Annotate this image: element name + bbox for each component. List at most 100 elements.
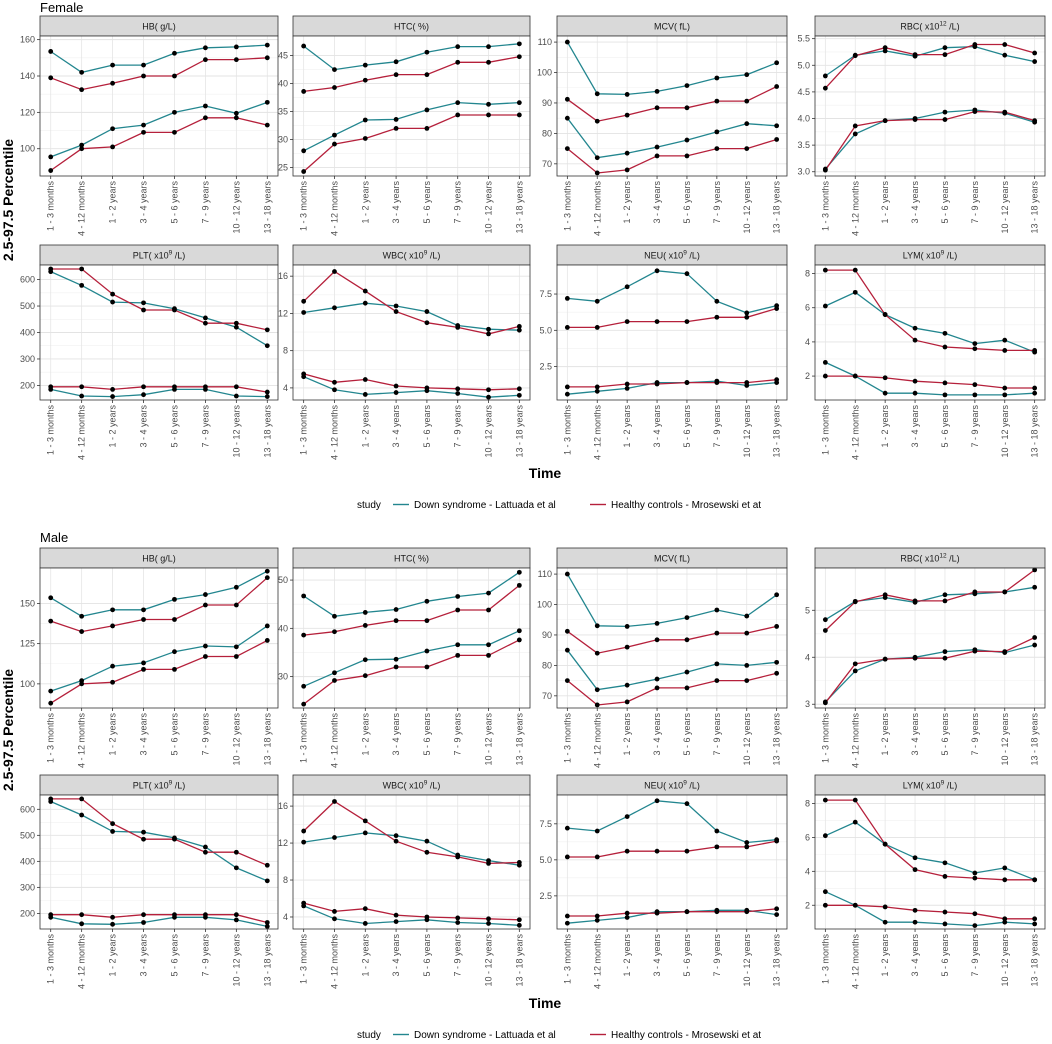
x-tick-label: 3 - 4 years: [139, 181, 149, 224]
x-tick-label: 13 - 18 years: [262, 405, 272, 458]
y-tick-label: 100: [20, 679, 35, 689]
x-tick-label: 13 - 18 years: [1030, 181, 1040, 234]
data-point: [362, 623, 368, 628]
data-point: [684, 685, 690, 691]
data-point: [594, 687, 600, 693]
data-point: [233, 602, 239, 608]
x-tick-label: 10 - 12 years: [231, 405, 241, 458]
x-tick-label: 5 - 6 years: [169, 181, 179, 224]
x-tick-label: 7 - 9 years: [712, 405, 722, 448]
data-point: [912, 325, 918, 331]
x-tick-label: 1 - 3 months: [299, 405, 309, 456]
data-point: [1032, 118, 1038, 124]
x-tick-label: 5 - 6 years: [940, 713, 950, 756]
data-point: [362, 657, 368, 663]
data-point: [79, 796, 85, 802]
x-tick-label: 7 - 9 years: [453, 713, 463, 756]
data-point: [110, 387, 115, 392]
data-point: [912, 52, 918, 58]
data-point: [141, 129, 146, 135]
data-point: [516, 100, 522, 106]
x-tick-label: 13 - 18 years: [772, 934, 782, 987]
data-point: [714, 380, 720, 385]
data-point: [424, 648, 430, 654]
x-tick-label: 10 - 12 years: [742, 181, 752, 234]
data-point: [264, 575, 270, 581]
data-point: [393, 912, 399, 918]
x-tick-label: 4 - 12 months: [329, 934, 339, 990]
data-point: [233, 654, 239, 659]
data-point: [1032, 385, 1038, 391]
y-tick-label: 12: [278, 308, 288, 318]
x-tick-label: 10 - 12 years: [484, 934, 494, 987]
data-point: [714, 844, 720, 850]
data-point: [654, 848, 660, 854]
y-tick-label: 140: [20, 71, 35, 81]
data-point: [972, 109, 978, 114]
data-point: [1032, 390, 1038, 396]
data-point: [714, 828, 720, 834]
series-line-lower: [825, 904, 1035, 920]
data-point: [822, 700, 828, 706]
x-tick-label: 5 - 6 years: [422, 713, 432, 756]
x-tick-label: 5 - 6 years: [940, 405, 950, 448]
data-point: [455, 324, 461, 330]
data-point: [654, 319, 660, 325]
data-point: [882, 390, 888, 396]
panel-rbc: RBC( x1012 /L) 3.0 3.5 4.0 4.5 5.0 5.5 1 - 3 mo…: [797, 15, 1046, 236]
data-point: [852, 661, 858, 667]
y-tick-label: 5.5: [797, 34, 810, 44]
data-point: [424, 72, 430, 78]
data-point: [912, 390, 918, 396]
x-tick-label: 10 - 12 years: [484, 713, 494, 766]
data-point: [264, 568, 270, 574]
data-point: [516, 582, 522, 588]
panel-background: [293, 795, 530, 929]
x-tick-label: 3 - 4 years: [139, 934, 149, 977]
data-point: [744, 98, 750, 104]
data-point: [654, 268, 660, 274]
data-point: [654, 620, 660, 626]
y-tick-label: 4: [805, 866, 810, 876]
data-point: [141, 73, 146, 79]
x-tick-label: 1 - 3 months: [46, 713, 56, 764]
data-point: [110, 299, 115, 305]
panel-background: [293, 36, 530, 176]
data-point: [942, 655, 948, 661]
data-point: [110, 921, 115, 927]
data-point: [564, 39, 570, 45]
x-tick-label: 1 - 2 years: [880, 713, 890, 756]
data-point: [486, 860, 491, 866]
panel-lym: LYM( x109 /L) 2 4 6 8 1 - 3 months 4 - 12 mont…: [805, 244, 1046, 460]
x-tick-label: 4 - 12 months: [850, 934, 860, 990]
panel-strip-label: HB( g/L): [142, 22, 176, 32]
data-point: [362, 610, 368, 615]
data-point: [301, 310, 307, 315]
data-point: [332, 85, 337, 90]
x-tick-label: 7 - 9 years: [712, 713, 722, 756]
x-tick-label: 1 - 3 months: [46, 934, 56, 985]
data-point: [744, 380, 750, 385]
legend-title: study: [357, 500, 381, 511]
x-tick-label: 1 - 3 months: [820, 405, 830, 456]
data-point: [172, 50, 177, 56]
data-point: [744, 310, 750, 316]
data-point: [774, 123, 780, 129]
data-point: [912, 378, 918, 384]
data-point: [48, 796, 54, 802]
x-tick-label: 1 - 2 years: [880, 934, 890, 977]
data-point: [882, 45, 888, 51]
panel-neu: NEU( x109 /L) 2.5 5.0 7.5 1 - 3 months 4 - 12…: [539, 244, 788, 460]
data-point: [714, 607, 720, 613]
panel-strip-label: NEU( x109 /L): [644, 780, 700, 791]
data-point: [624, 319, 630, 325]
data-point: [301, 839, 307, 845]
data-point: [594, 118, 600, 124]
x-tick-label: 1 - 3 months: [46, 405, 56, 456]
data-point: [486, 387, 491, 393]
y-tick-label: 2: [805, 900, 810, 910]
data-point: [264, 923, 270, 929]
data-point: [1002, 865, 1008, 871]
x-tick-label: 5 - 6 years: [940, 934, 950, 977]
